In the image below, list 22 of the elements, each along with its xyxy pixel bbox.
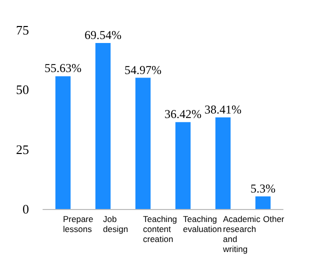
- bar: [95, 43, 111, 209]
- x-tick-label: Teaching evaluation: [183, 214, 222, 234]
- bar: [255, 196, 271, 209]
- data-label: 54.97%: [124, 62, 162, 77]
- x-tick-label: Prepare lessons: [63, 214, 94, 234]
- bar: [215, 117, 231, 209]
- y-tick-label: 0: [22, 202, 29, 216]
- x-tick-label: Academic research and writing: [222, 214, 262, 254]
- bar: [175, 122, 191, 209]
- y-tick-label: 75: [16, 22, 29, 38]
- x-tick-label: Teaching content creation: [143, 214, 178, 244]
- y-tick-label: 50: [16, 82, 29, 98]
- x-tick-label: Job design: [103, 214, 128, 234]
- x-tick-label: Other: [263, 214, 284, 224]
- bar: [55, 76, 71, 209]
- data-label: 69.54%: [84, 28, 122, 42]
- y-tick-label: 25: [16, 142, 29, 157]
- data-label: 55.63%: [44, 61, 82, 76]
- data-label: 36.42%: [164, 107, 202, 122]
- data-label: 38.41%: [204, 102, 242, 116]
- data-label: 5.3%: [250, 181, 276, 196]
- bar: [135, 78, 151, 209]
